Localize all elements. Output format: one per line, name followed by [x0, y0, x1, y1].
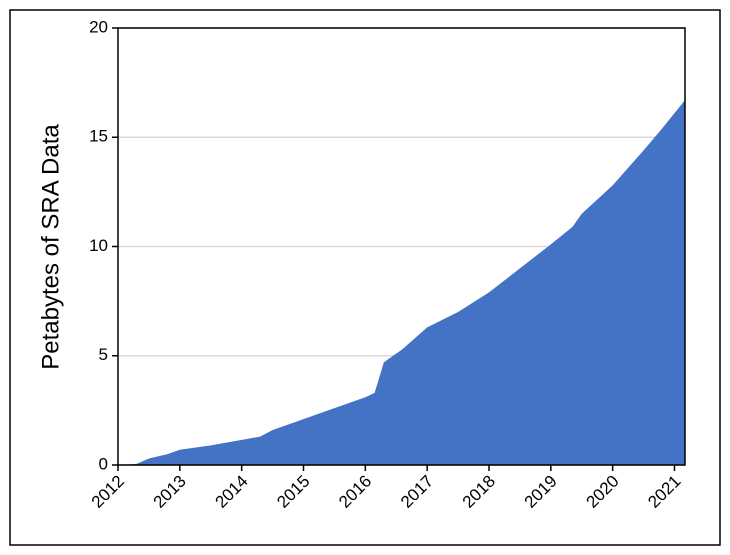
y-axis-label: Petabytes of SRA Data [37, 124, 64, 370]
y-tick-label: 5 [99, 345, 108, 364]
plot-border [117, 27, 686, 466]
y-tick-label: 0 [99, 454, 108, 473]
y-tick-label: 15 [89, 127, 108, 146]
y-tick-label: 20 [89, 17, 108, 36]
area [118, 100, 685, 465]
y-tick-label: 10 [89, 236, 108, 255]
